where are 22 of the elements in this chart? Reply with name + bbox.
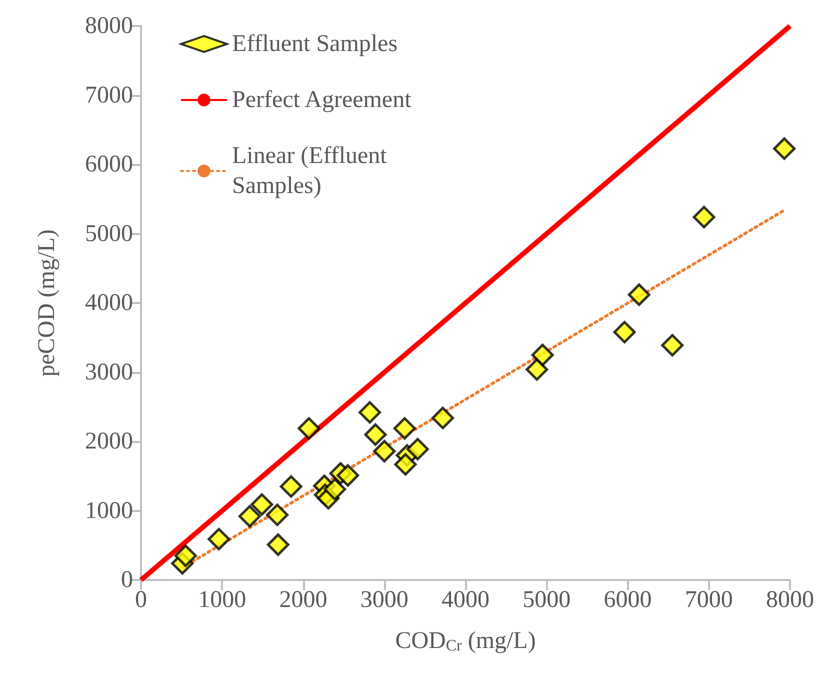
x-tick-label: 4000	[442, 587, 490, 613]
x-axis-title: CODCr (mg/L)	[395, 628, 536, 654]
x-tick-label: 6000	[604, 587, 652, 613]
x-tick-label: 7000	[684, 587, 733, 613]
y-axis-title: peCOD (mg/L)	[34, 229, 60, 377]
x-tick-label: 2000	[279, 587, 328, 613]
y-tick-label: 0	[121, 567, 133, 593]
y-tick-label: 8000	[85, 13, 133, 39]
y-tick-label: 7000	[85, 82, 133, 108]
legend-label: Linear (Effluent Samples)	[232, 143, 393, 199]
x-tick-label: 5000	[522, 587, 571, 613]
y-tick-label: 4000	[85, 290, 133, 316]
y-tick-label: 5000	[85, 220, 133, 247]
y-tick-label: 6000	[85, 152, 133, 178]
y-tick-label: 2000	[85, 428, 133, 454]
x-tick-label: 1000	[198, 587, 246, 613]
y-tick-label: 1000	[85, 498, 133, 524]
legend-label: Perfect Agreement	[232, 87, 412, 113]
x-tick-label: 8000	[766, 587, 814, 613]
y-tick-label: 3000	[85, 359, 133, 386]
x-tick-label: 3000	[360, 587, 408, 613]
legend-label: Effluent Samples	[232, 31, 398, 57]
